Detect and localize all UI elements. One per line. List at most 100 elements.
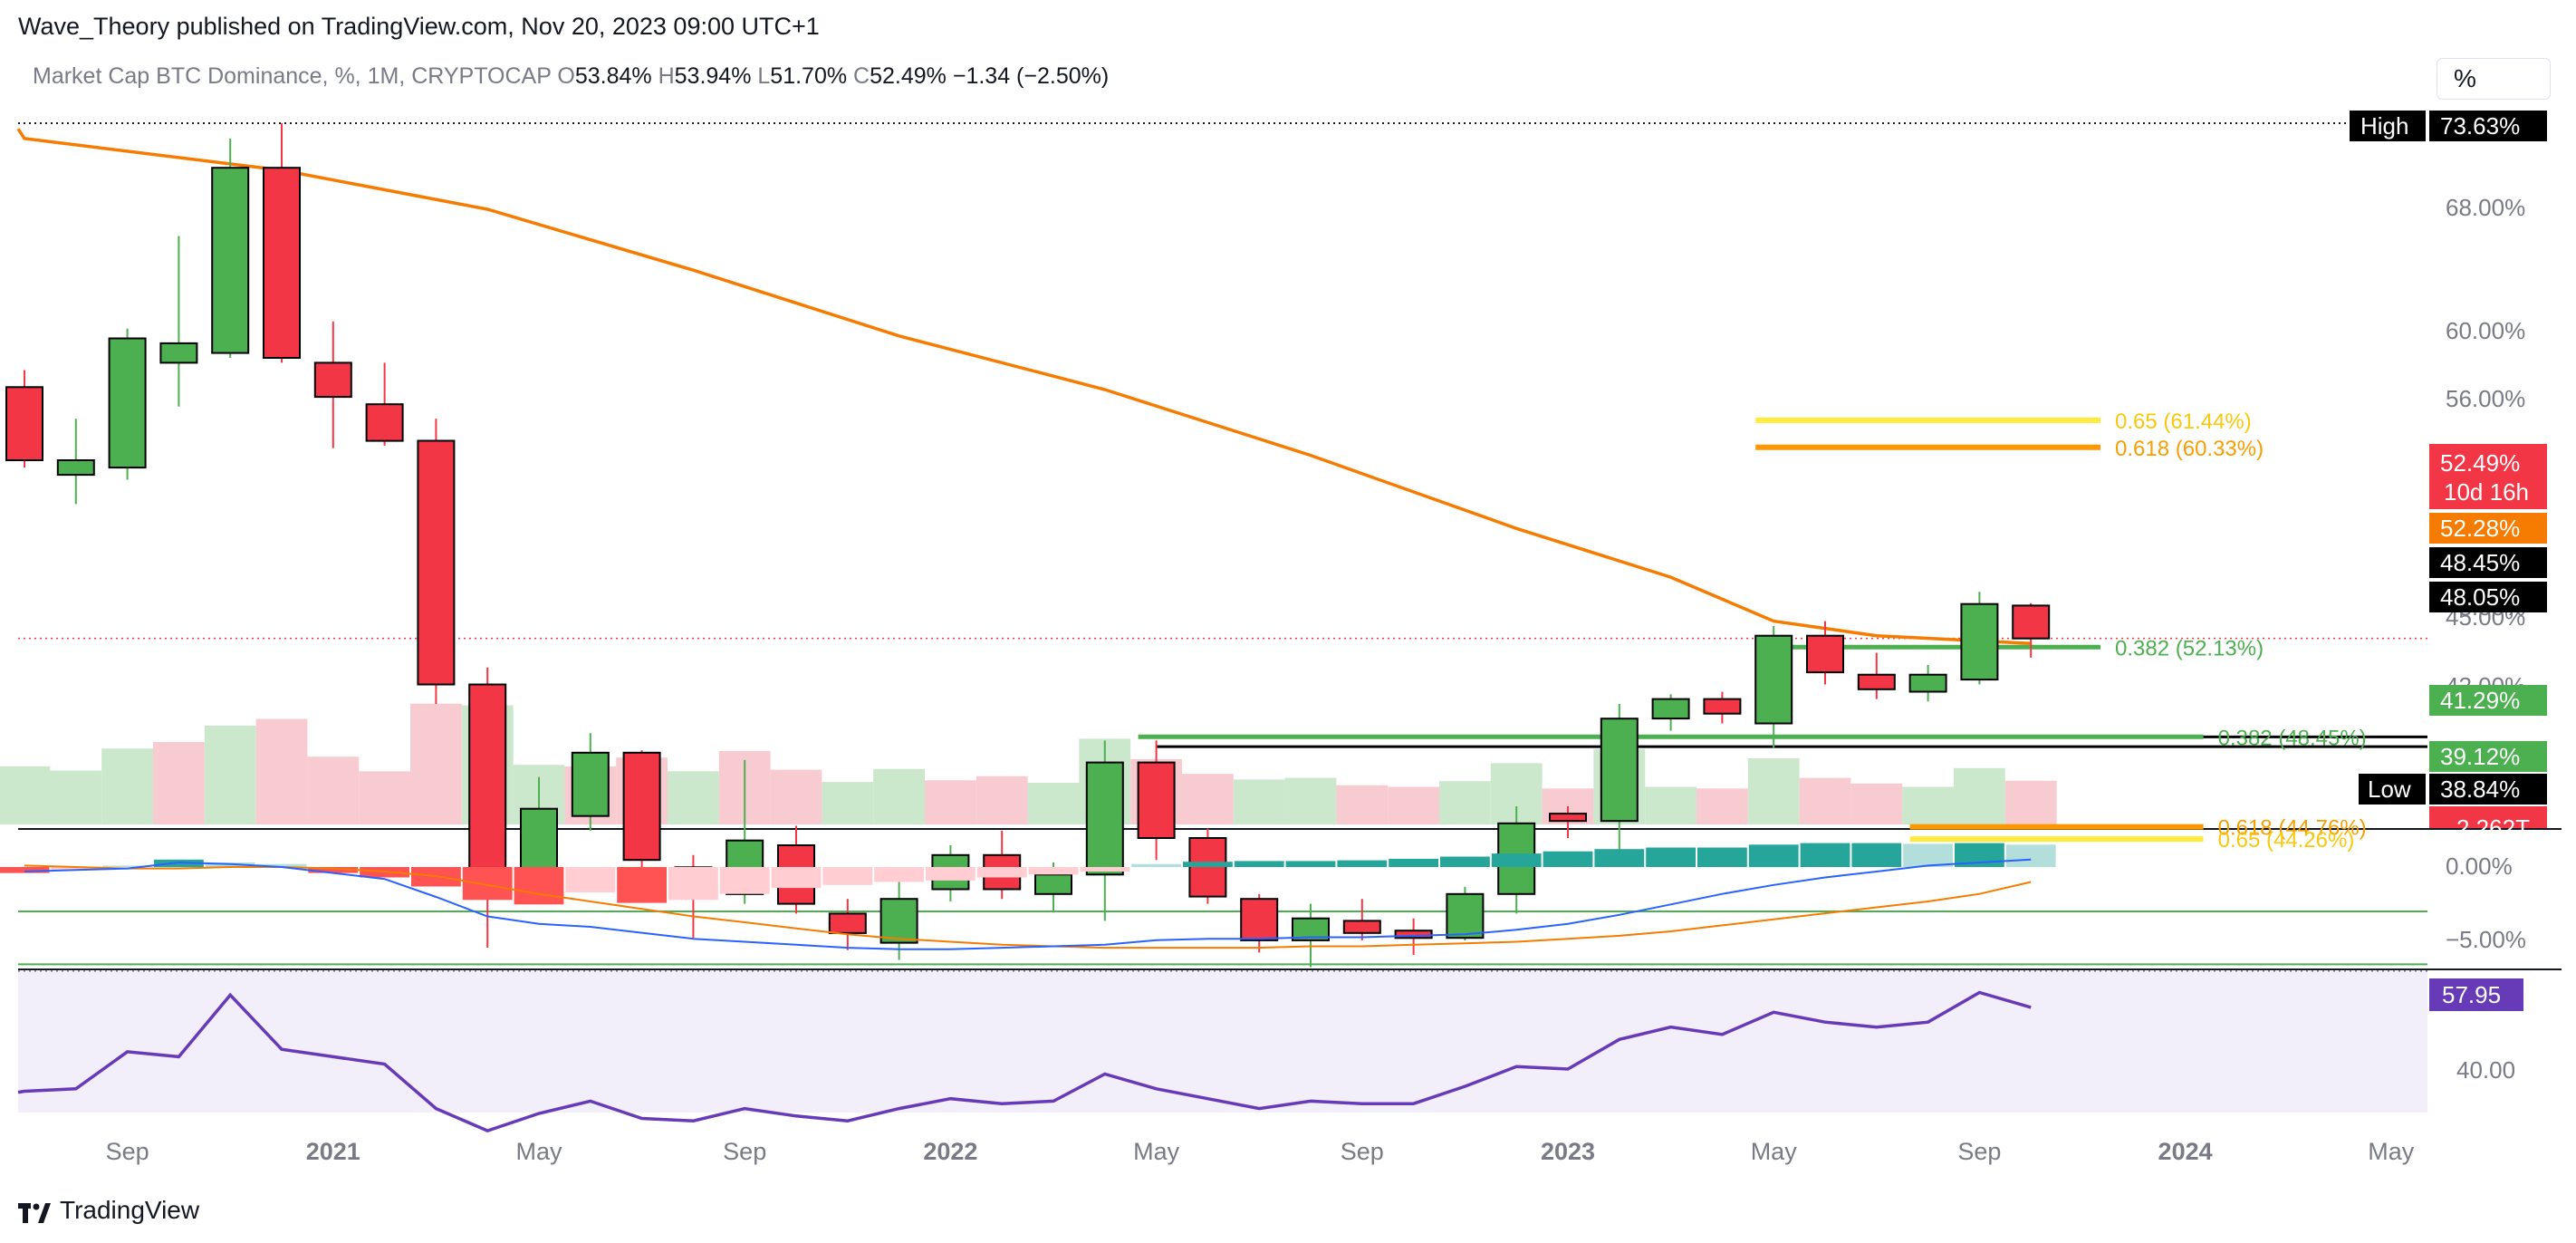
r2-box <box>2429 582 2547 612</box>
fib-label: 0.618 (60.33%) <box>2115 437 2264 461</box>
candle-body <box>1446 892 1485 939</box>
rsi-pane <box>17 990 2032 1132</box>
volume-bar <box>2004 780 2057 824</box>
scale-unit-button[interactable]: % <box>2437 58 2551 100</box>
macd-histogram-bar <box>102 865 152 867</box>
volume-bar <box>1284 777 1337 824</box>
candle-body <box>211 167 250 354</box>
high-label: H <box>658 63 675 89</box>
macd-histogram-bar <box>51 867 101 871</box>
macd-histogram-bar <box>1491 853 1542 867</box>
candle-countdown: 10d 16h <box>2444 478 2529 506</box>
volume-bar <box>1697 788 1748 824</box>
s2-price: 39.12% <box>2440 743 2520 770</box>
volume-pane <box>0 703 2057 824</box>
macd-line <box>24 858 2032 950</box>
fib-label: 0.382 (52.13%) <box>2115 636 2264 660</box>
candle-body <box>1960 602 1999 681</box>
candle-body <box>879 898 918 944</box>
macd-histogram-bar <box>1131 863 1181 867</box>
fib-label: 0.65 (44.26%) <box>2218 828 2355 853</box>
rsi-value-box <box>2429 978 2523 1011</box>
candle-body <box>1806 634 1844 674</box>
candle-body <box>1240 898 1279 941</box>
symbol-description: Market Cap BTC Dominance, %, 1M, CRYPTOC… <box>33 63 552 89</box>
candle-body <box>1857 673 1896 690</box>
high-value: 73.63% <box>2440 112 2520 140</box>
macd-histogram-bar <box>771 867 822 889</box>
candle-body <box>2012 604 2051 640</box>
tradingview-footer: TradingView <box>18 1196 199 1225</box>
fib-label: 0.382 (48.45%) <box>2218 726 2367 750</box>
candle-body <box>5 386 43 461</box>
x-tick: Sep <box>1957 1138 2001 1165</box>
volume-bar <box>1799 777 1851 824</box>
macd-histogram-bar <box>1646 847 1696 867</box>
r2-price: 48.05% <box>2440 583 2520 611</box>
rsi-background <box>18 971 2427 1113</box>
volume-bar <box>925 780 976 824</box>
ohlc-legend: Market Cap BTC Dominance, %, 1M, CRYPTOC… <box>33 63 1109 90</box>
macd-histogram-bar <box>976 867 1027 878</box>
macd-histogram-bar <box>1800 843 1850 867</box>
volume-bar <box>668 771 719 824</box>
s2-box <box>2429 741 2547 772</box>
low-tag: Low <box>2368 776 2411 803</box>
macd-histogram-bar <box>1389 858 1438 867</box>
low-value-legend: 51.70% <box>770 63 848 89</box>
tradingview-logo-icon <box>18 1200 51 1223</box>
x-tick: Sep <box>106 1138 149 1165</box>
macd-histogram-bar <box>1748 844 1799 868</box>
x-tick: May <box>2368 1138 2415 1165</box>
candle-body <box>1908 673 1947 693</box>
candle-body <box>468 683 507 876</box>
volume-bar <box>0 766 51 824</box>
volume-box <box>2429 806 2547 828</box>
candle-body <box>1034 873 1072 895</box>
y-tick: 60.00% <box>2446 317 2525 344</box>
x-tick: May <box>515 1138 562 1165</box>
x-tick: 2023 <box>1541 1138 1595 1165</box>
open-value: 53.84% <box>574 63 652 89</box>
candle-body <box>1754 634 1793 725</box>
macd-histogram-bar <box>617 867 667 903</box>
volume-bar <box>359 771 410 824</box>
x-tick: 2021 <box>306 1138 360 1165</box>
volume-bar <box>1850 783 1903 824</box>
r1-price: 48.45% <box>2440 549 2520 576</box>
volume-bar <box>1388 786 1439 824</box>
macd-histogram-bar <box>256 863 307 867</box>
low-value-box <box>2429 774 2547 805</box>
close-label: C <box>853 63 870 89</box>
current-price: 52.49% <box>2440 449 2520 477</box>
ma-price: 52.28% <box>2440 515 2520 542</box>
volume-bar <box>1902 786 1954 824</box>
volume-bar <box>1645 786 1697 824</box>
ma-price-box <box>2429 513 2547 544</box>
macd-histogram-bar <box>2005 844 2056 868</box>
change-value: −1.34 (−2.50%) <box>952 63 1110 89</box>
candle-body <box>828 912 867 934</box>
high-tag: High <box>2360 112 2408 140</box>
rsi-line <box>17 990 2032 1132</box>
current-price-box <box>2429 444 2547 509</box>
macd-histogram-bar <box>1234 861 1284 867</box>
volume-bar <box>873 768 925 824</box>
candle-body <box>159 342 198 364</box>
macd-histogram-bar <box>1337 860 1388 867</box>
candle-body <box>1651 698 1690 720</box>
low-label: L <box>757 63 771 89</box>
macd-pane <box>0 843 2056 950</box>
x-tick: 2022 <box>923 1138 977 1165</box>
y-tick: 56.00% <box>2446 385 2525 412</box>
volume-bar <box>1027 783 1080 824</box>
y-tick: 68.00% <box>2446 194 2525 221</box>
x-axis: Sep 2021 May Sep 2022 May Sep 2023 May Sep 2024 May <box>106 1138 2415 1165</box>
macd-histogram-bar <box>1080 867 1130 872</box>
high-tag-box <box>2350 111 2426 141</box>
volume-bar <box>307 756 360 824</box>
candle-body <box>417 439 456 686</box>
candle-body <box>1137 761 1176 839</box>
candle-body <box>56 459 95 477</box>
